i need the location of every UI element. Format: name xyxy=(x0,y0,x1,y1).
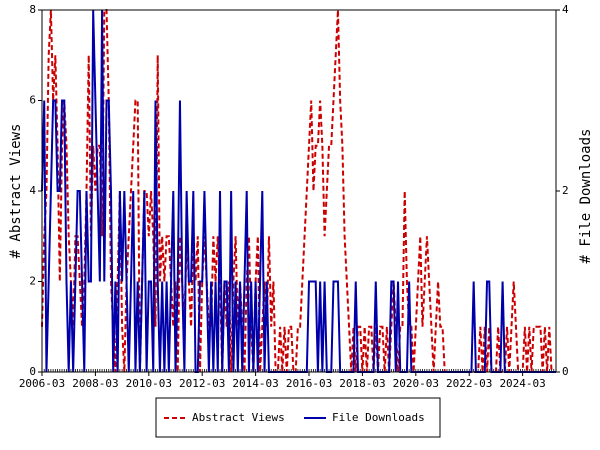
legend xyxy=(155,397,441,438)
y2-tick-label: 4 xyxy=(562,3,569,16)
x-tick-label: 2018-03 xyxy=(339,377,385,390)
x-tick-label: 2006-03 xyxy=(19,377,65,390)
x-tick-label: 2016-03 xyxy=(286,377,332,390)
x-tick-label: 2012-03 xyxy=(179,377,225,390)
x-tick-label: 2024-03 xyxy=(499,377,545,390)
legend-label: File Downloads xyxy=(332,411,425,424)
y2-axis-label: # File Downloads xyxy=(578,129,594,264)
x-tick-label: 2014-03 xyxy=(232,377,278,390)
y2-tick-label: 2 xyxy=(562,184,569,197)
y-axis-label: # Abstract Views xyxy=(8,124,24,259)
legend-label: Abstract Views xyxy=(192,411,285,424)
x-tick-label: 2010-03 xyxy=(126,377,172,390)
y-tick-label: 6 xyxy=(29,94,36,107)
x-tick-label: 2020-03 xyxy=(393,377,439,390)
x-tick-label: 2008-03 xyxy=(72,377,118,390)
y2-tick-label: 0 xyxy=(562,365,569,378)
y-tick-label: 4 xyxy=(29,184,36,197)
y-tick-label: 0 xyxy=(29,365,36,378)
y-tick-label: 2 xyxy=(29,275,36,288)
x-tick-label: 2022-03 xyxy=(446,377,492,390)
y-tick-label: 8 xyxy=(29,3,36,16)
plot-frame xyxy=(41,9,557,373)
